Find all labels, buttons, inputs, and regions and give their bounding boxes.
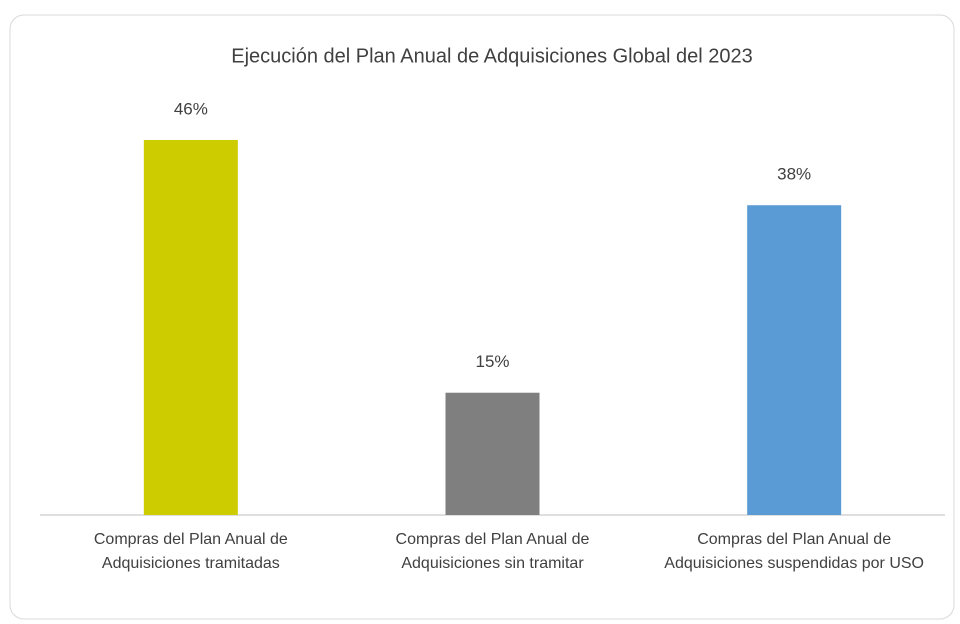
bar xyxy=(143,140,238,515)
data-label: 15% xyxy=(475,352,509,371)
data-label: 46% xyxy=(174,99,208,118)
bar xyxy=(747,205,842,515)
x-tick-label: Compras del Plan Anual de Adquisiciones … xyxy=(93,531,288,572)
x-tick-label: Compras del Plan Anual de Adquisiciones … xyxy=(664,531,924,572)
data-label: 38% xyxy=(777,165,811,184)
chart-title: Ejecución del Plan Anual de Adquisicione… xyxy=(231,45,752,67)
bar xyxy=(445,392,540,515)
chart-border xyxy=(9,14,955,620)
x-tick-label: Compras del Plan Anual de Adquisiciones … xyxy=(395,531,590,572)
